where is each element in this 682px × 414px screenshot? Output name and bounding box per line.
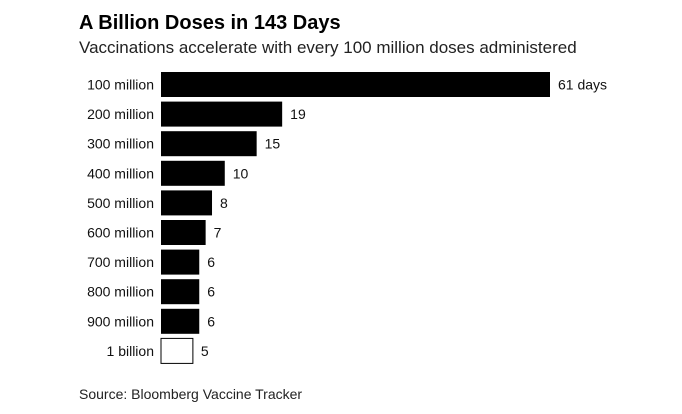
value-label: 10 (233, 165, 249, 181)
category-label: 900 million (87, 313, 154, 329)
value-label: 15 (265, 136, 281, 152)
category-label: 1 billion (107, 343, 154, 359)
bar (161, 249, 200, 275)
chart-title: A Billion Doses in 143 Days (79, 12, 341, 34)
category-label: 800 million (87, 284, 154, 300)
chart-subtitle: Vaccinations accelerate with every 100 m… (79, 38, 577, 57)
category-label: 500 million (87, 195, 154, 211)
bar (161, 131, 257, 157)
value-label: 6 (207, 313, 215, 329)
value-label: 6 (207, 254, 215, 270)
value-label: 6 (207, 284, 215, 300)
bar (161, 72, 550, 97)
bar (161, 308, 200, 334)
bar (161, 279, 200, 305)
category-label: 700 million (87, 254, 154, 270)
value-label: 61 days (558, 77, 607, 93)
value-label: 8 (220, 195, 228, 211)
category-label: 600 million (87, 225, 154, 241)
bar-highlighted (160, 337, 194, 364)
source-note: Source: Bloomberg Vaccine Tracker (79, 386, 303, 402)
value-label: 5 (201, 343, 209, 359)
category-label: 100 million (87, 77, 154, 93)
category-label: 400 million (87, 165, 154, 181)
bar (161, 160, 225, 186)
category-label: 200 million (87, 106, 154, 122)
bar-chart: 100 million 61 days 200 million 19 300 milli… (87, 72, 607, 364)
bar (161, 190, 213, 216)
bar (161, 220, 206, 245)
bar (161, 101, 283, 127)
category-label: 300 million (87, 136, 154, 152)
value-label: 7 (214, 225, 222, 241)
value-label: 19 (290, 106, 306, 122)
